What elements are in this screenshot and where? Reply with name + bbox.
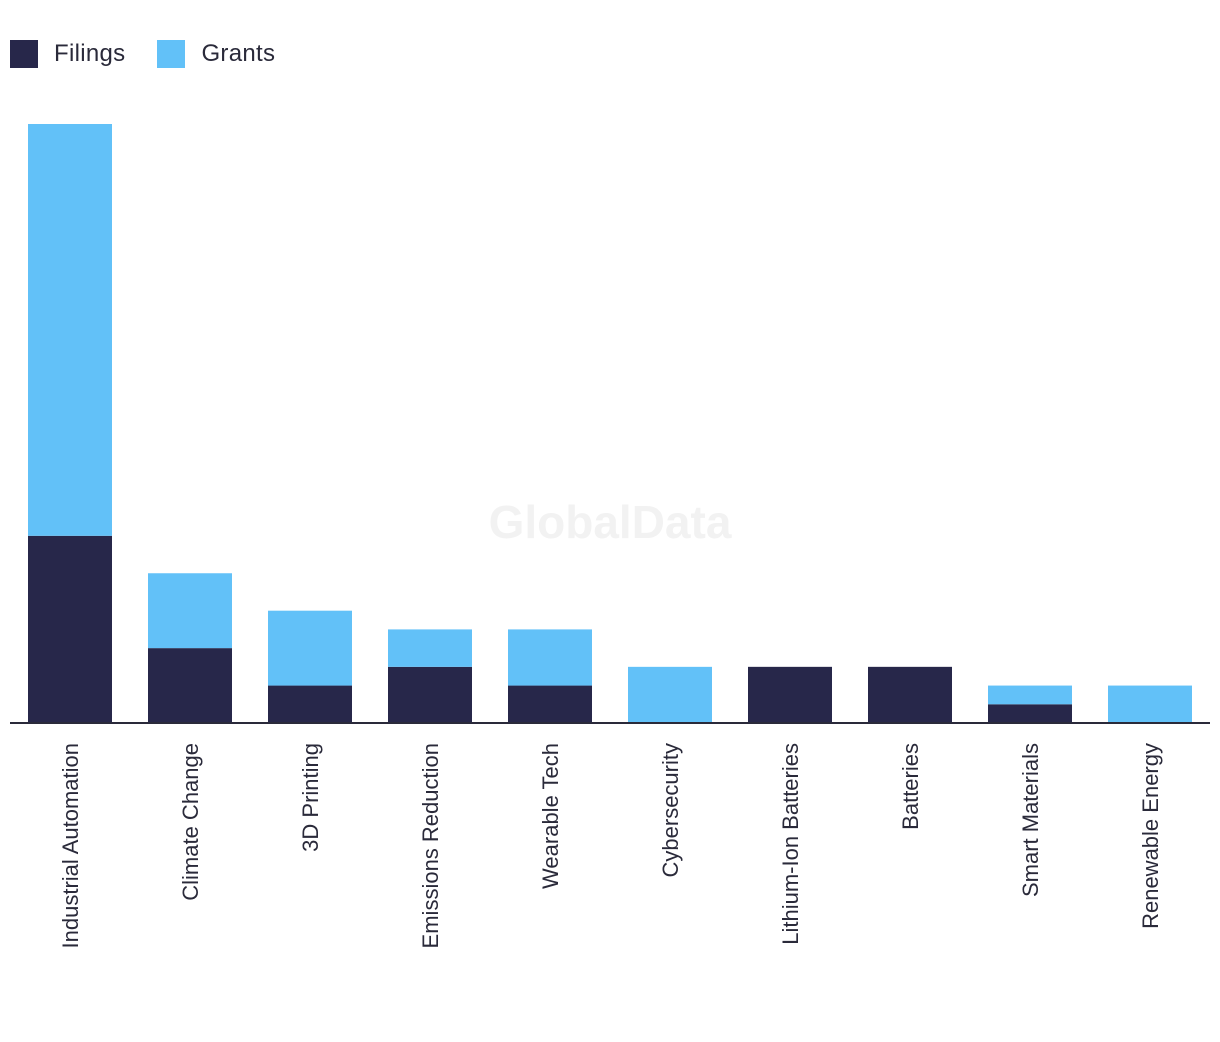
legend-item-filings: Filings <box>10 40 125 68</box>
bar-filings-emissions-reduction <box>388 666 472 723</box>
bar-filings-smart-materials <box>988 704 1072 723</box>
legend-label-grants: Grants <box>201 40 276 67</box>
legend-swatch-filings <box>10 40 38 68</box>
bar-grants-industrial-automation <box>28 124 112 536</box>
bar-filings-wearable-tech <box>508 685 592 723</box>
x-tick-label-smart-materials: Smart Materials <box>1018 743 1043 897</box>
watermark: GlobalData <box>489 496 732 548</box>
bar-grants-smart-materials <box>988 685 1072 705</box>
x-tick-labels: Industrial Automation Climate Change 3D Pr… <box>58 743 1163 948</box>
x-tick-label-3d-printing: 3D Printing <box>298 743 323 852</box>
bar-filings-lithium-ion-batteries <box>748 666 832 723</box>
legend-label-filings: Filings <box>54 40 126 67</box>
bar-grants-renewable-energy <box>1108 685 1192 723</box>
x-tick-label-cybersecurity: Cybersecurity <box>658 743 683 877</box>
bar-grants-climate-change <box>148 573 232 649</box>
bar-filings-industrial-automation <box>28 535 112 723</box>
legend-swatch-grants <box>157 40 186 68</box>
bar-filings-3d-printing <box>268 685 352 723</box>
x-tick-label-emissions-reduction: Emissions Reduction <box>418 743 443 948</box>
bar-filings-batteries <box>868 666 952 723</box>
bar-grants-cybersecurity <box>628 666 712 723</box>
bar-filings-climate-change <box>148 648 232 723</box>
bar-grants-wearable-tech <box>508 629 592 686</box>
x-tick-label-climate-change: Climate Change <box>178 743 203 901</box>
x-tick-label-renewable-energy: Renewable Energy <box>1138 743 1163 929</box>
x-tick-label-wearable-tech: Wearable Tech <box>538 743 563 889</box>
bar-grants-emissions-reduction <box>388 629 472 667</box>
x-tick-label-batteries: Batteries <box>898 743 923 830</box>
x-tick-label-industrial-automation: Industrial Automation <box>58 743 83 948</box>
bars-group <box>28 124 1192 723</box>
legend: Filings Grants <box>10 40 307 68</box>
legend-item-grants: Grants <box>157 40 275 68</box>
bar-grants-3d-printing <box>268 610 352 686</box>
x-tick-label-lithium-ion-batteries: Lithium-Ion Batteries <box>778 743 803 945</box>
